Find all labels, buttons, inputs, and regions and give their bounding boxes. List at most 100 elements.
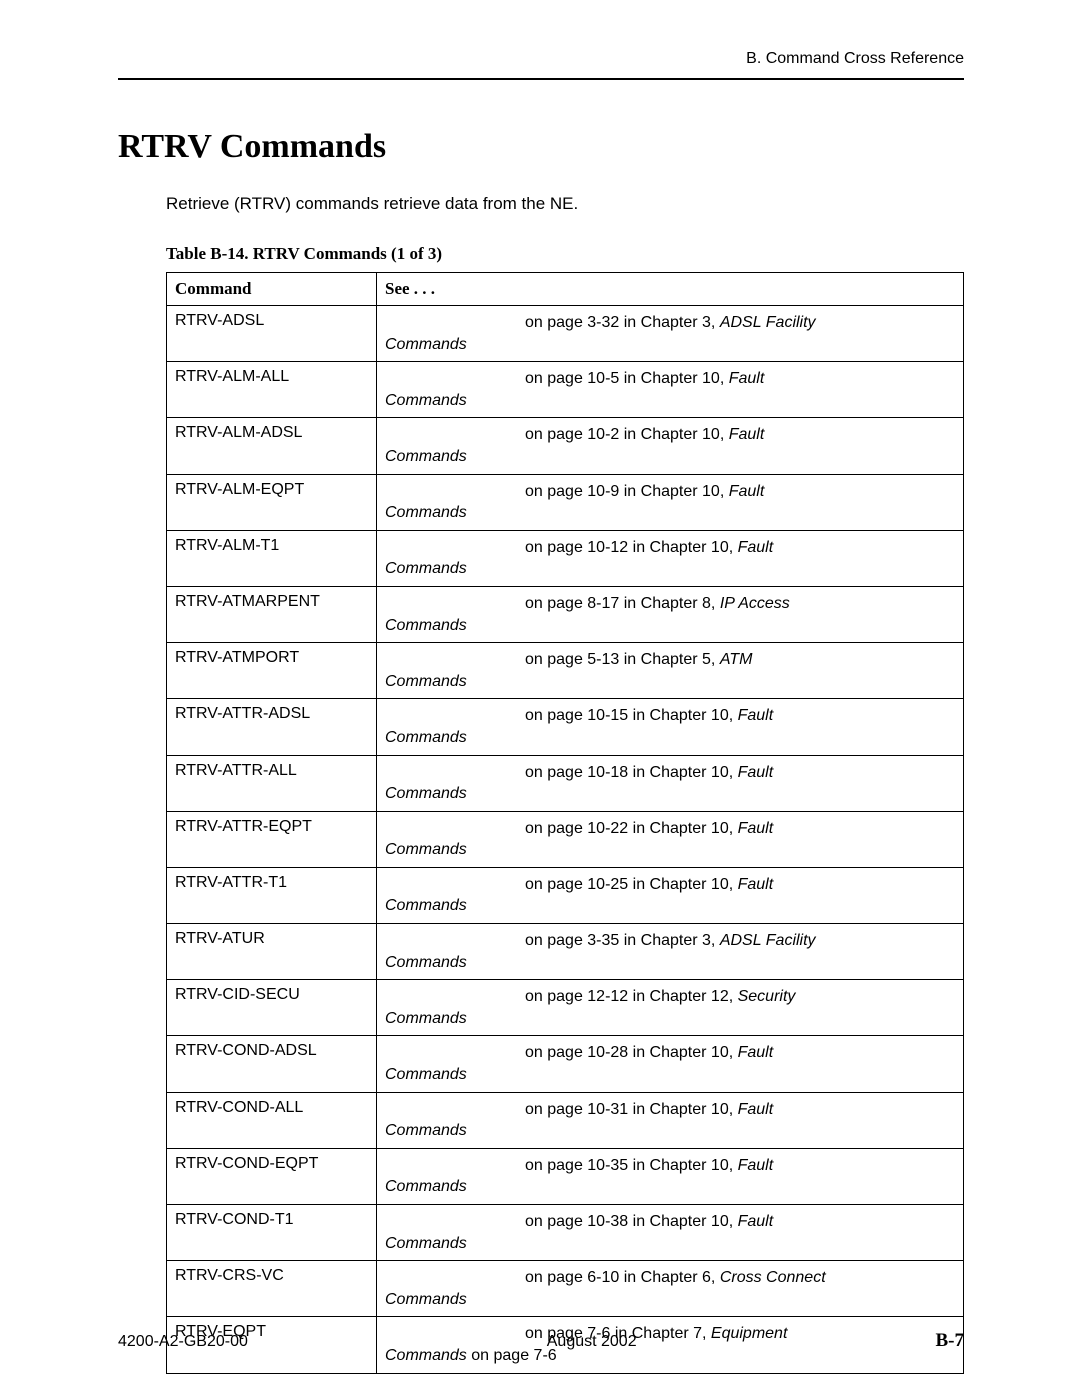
see-tail: Commands [385, 504, 467, 521]
see-page-ref: on page 8-17 in Chapter 8, [525, 595, 720, 612]
see-chapter-name: Fault [738, 707, 774, 724]
see-chapter-name: Fault [729, 426, 765, 443]
see-page-ref: on page 10-35 in Chapter 10, [525, 1157, 738, 1174]
see-cell: on page 3-35 in Chapter 3, ADSL Facility… [377, 924, 964, 980]
command-cell: RTRV-COND-ALL [167, 1092, 377, 1148]
see-cell: on page 10-25 in Chapter 10, Fault Comman… [377, 867, 964, 923]
see-cell: on page 10-15 in Chapter 10, Fault Comman… [377, 699, 964, 755]
footer-doc-number: 4200-A2-GB20-00 [118, 1333, 248, 1351]
command-cell: RTRV-CID-SECU [167, 980, 377, 1036]
table-row: RTRV-ATTR-EQPT on page 10-22 in Chapter 1… [167, 811, 964, 867]
command-cell: RTRV-COND-EQPT [167, 1148, 377, 1204]
command-cell: RTRV-ALM-T1 [167, 530, 377, 586]
footer-page-number: B-7 [936, 1330, 965, 1352]
see-chapter-name: Fault [738, 876, 774, 893]
table-row: RTRV-COND-T1on page 10-38 in Chapter 10,… [167, 1205, 964, 1261]
see-chapter-name: Fault [738, 764, 774, 781]
see-tail: Commands [385, 1291, 467, 1308]
table-row: RTRV-ATMPORT on page 5-13 in Chapter 5, A… [167, 643, 964, 699]
see-cell: on page 12-12 in Chapter 12, SecurityCom… [377, 980, 964, 1036]
section-title: RTRV Commands [118, 128, 964, 166]
running-header: B. Command Cross Reference [118, 50, 964, 80]
see-cell: on page 10-38 in Chapter 10, FaultComman… [377, 1205, 964, 1261]
see-page-ref: on page 10-25 in Chapter 10, [525, 876, 738, 893]
table-header-row: Command See . . . [167, 273, 964, 306]
command-cell: RTRV-ATTR-T1 [167, 867, 377, 923]
command-cell: RTRV-ALM-ADSL [167, 418, 377, 474]
see-page-ref: on page 12-12 in Chapter 12, [525, 988, 738, 1005]
see-tail: Commands [385, 1122, 467, 1139]
see-tail: Commands [385, 392, 467, 409]
command-cell: RTRV-ATUR [167, 924, 377, 980]
table-row: RTRV-ATTR-T1on page 10-25 in Chapter 10,… [167, 867, 964, 923]
command-cell: RTRV-ALM-EQPT [167, 474, 377, 530]
table-row: RTRV-ALM-ALLon page 10-5 in Chapter 10, … [167, 362, 964, 418]
see-tail: Commands [385, 729, 467, 746]
command-cell: RTRV-ATMPORT [167, 643, 377, 699]
table-row: RTRV-COND-ALLon page 10-31 in Chapter 10… [167, 1092, 964, 1148]
see-chapter-name: Fault [738, 539, 774, 556]
see-cell: on page 10-5 in Chapter 10, Fault Command… [377, 362, 964, 418]
see-tail: Commands [385, 560, 467, 577]
table-row: RTRV-ATURon page 3-35 in Chapter 3, ADSL… [167, 924, 964, 980]
see-page-ref: on page 10-18 in Chapter 10, [525, 764, 738, 781]
see-chapter-name: ADSL Facility [720, 314, 816, 331]
see-chapter-name: Fault [738, 1157, 774, 1174]
table-row: RTRV-ATTR-ADSLon page 10-15 in Chapter 1… [167, 699, 964, 755]
see-tail: Commands [385, 897, 467, 914]
see-tail: Commands [385, 448, 467, 465]
see-chapter-name: ADSL Facility [720, 932, 816, 949]
see-page-ref: on page 10-15 in Chapter 10, [525, 707, 738, 724]
command-cell: RTRV-ATTR-ADSL [167, 699, 377, 755]
see-tail: Commands [385, 1235, 467, 1252]
see-page-ref: on page 10-9 in Chapter 10, [525, 483, 729, 500]
see-cell: on page 10-31 in Chapter 10, FaultComman… [377, 1092, 964, 1148]
see-page-ref: on page 10-31 in Chapter 10, [525, 1101, 738, 1118]
see-chapter-name: Fault [738, 1044, 774, 1061]
footer-date: August 2002 [547, 1333, 637, 1351]
table-row: RTRV-ALM-T1on page 10-12 in Chapter 10, … [167, 530, 964, 586]
see-chapter-name: Fault [729, 483, 765, 500]
see-cell: on page 10-18 in Chapter 10, Fault Comman… [377, 755, 964, 811]
table-row: RTRV-COND-EQPTon page 10-35 in Chapter 1… [167, 1148, 964, 1204]
see-page-ref: on page 5-13 in Chapter 5, [525, 651, 720, 668]
see-page-ref: on page 10-12 in Chapter 10, [525, 539, 738, 556]
see-page-ref: on page 10-28 in Chapter 10, [525, 1044, 738, 1061]
see-cell: on page 10-2 in Chapter 10, FaultCommand… [377, 418, 964, 474]
table-row: RTRV-ALM-ADSLon page 10-2 in Chapter 10,… [167, 418, 964, 474]
col-see: See . . . [377, 273, 964, 306]
col-command: Command [167, 273, 377, 306]
see-chapter-name: Fault [729, 370, 765, 387]
see-page-ref: on page 10-22 in Chapter 10, [525, 820, 738, 837]
see-chapter-name: ATM [720, 651, 753, 668]
table-row: RTRV-ATTR-ALLon page 10-18 in Chapter 10… [167, 755, 964, 811]
see-tail: Commands [385, 785, 467, 802]
command-cell: RTRV-ATMARPENT [167, 586, 377, 642]
see-tail: Commands [385, 1010, 467, 1027]
see-cell: on page 10-12 in Chapter 10, Fault Comman… [377, 530, 964, 586]
command-cell: RTRV-ATTR-EQPT [167, 811, 377, 867]
see-page-ref: on page 10-38 in Chapter 10, [525, 1213, 738, 1230]
command-cell: RTRV-ADSL [167, 306, 377, 362]
table-caption: Table B-14. RTRV Commands (1 of 3) [166, 244, 964, 264]
see-chapter-name: Cross Connect [720, 1269, 826, 1286]
table-row: RTRV-ATMARPENTon page 8-17 in Chapter 8,… [167, 586, 964, 642]
see-page-ref: on page 10-5 in Chapter 10, [525, 370, 729, 387]
see-tail: Commands [385, 1066, 467, 1083]
see-page-ref: on page 3-35 in Chapter 3, [525, 932, 720, 949]
see-cell: on page 8-17 in Chapter 8, IP Access Comm… [377, 586, 964, 642]
see-tail: Commands [385, 617, 467, 634]
table-row: RTRV-CRS-VCon page 6-10 in Chapter 6, Cr… [167, 1261, 964, 1317]
command-cell: RTRV-COND-ADSL [167, 1036, 377, 1092]
see-cell: on page 3-32 in Chapter 3, ADSL Facility… [377, 306, 964, 362]
table-row: RTRV-CID-SECUon page 12-12 in Chapter 12… [167, 980, 964, 1036]
see-page-ref: on page 3-32 in Chapter 3, [525, 314, 720, 331]
page-footer: 4200-A2-GB20-00 August 2002 B-7 [118, 1330, 964, 1352]
command-cell: RTRV-CRS-VC [167, 1261, 377, 1317]
see-chapter-name: IP Access [720, 595, 790, 612]
see-chapter-name: Fault [738, 820, 774, 837]
see-cell: on page 10-35 in Chapter 10, FaultComman… [377, 1148, 964, 1204]
table-row: RTRV-ALM-EQPT on page 10-9 in Chapter 10,… [167, 474, 964, 530]
see-tail: Commands [385, 954, 467, 971]
command-cell: RTRV-ATTR-ALL [167, 755, 377, 811]
